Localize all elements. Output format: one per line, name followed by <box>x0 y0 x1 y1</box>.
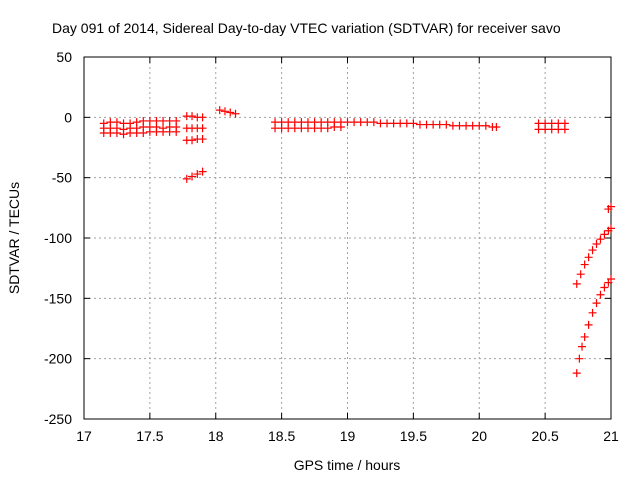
data-point <box>198 167 207 176</box>
data-point <box>409 119 418 128</box>
grid-lines <box>84 57 611 419</box>
data-point <box>182 174 191 183</box>
data-point <box>572 279 581 288</box>
data-point <box>215 106 224 115</box>
data-point <box>188 112 197 121</box>
data-point <box>139 129 148 138</box>
data-point <box>592 299 601 308</box>
data-point <box>578 342 587 351</box>
data-point <box>560 125 569 134</box>
data-point <box>198 113 207 122</box>
data-point <box>596 235 605 244</box>
data-point <box>575 354 584 363</box>
series-arc-13 <box>572 224 615 288</box>
data-point <box>198 135 207 144</box>
y-tick-label: -200 <box>44 351 72 367</box>
x-tick-label: 17 <box>76 428 92 444</box>
x-tick-label: 18.5 <box>268 428 295 444</box>
series-arc-3 <box>99 127 181 139</box>
data-point <box>231 109 240 118</box>
data-point <box>442 120 451 129</box>
data-point <box>172 127 181 136</box>
data-marks <box>99 106 615 378</box>
data-point <box>220 107 229 116</box>
data-point <box>607 275 615 284</box>
data-point <box>607 224 615 233</box>
data-point <box>588 308 597 317</box>
x-tick-label: 20 <box>471 428 487 444</box>
data-point <box>580 260 589 269</box>
series-arc-4 <box>182 112 207 122</box>
series-arc-5 <box>182 124 207 133</box>
data-point <box>580 332 589 341</box>
data-point <box>481 121 490 130</box>
data-point <box>600 283 609 292</box>
data-point <box>119 130 128 139</box>
series-arc-10 <box>271 122 345 133</box>
x-tick-label: 18 <box>208 428 224 444</box>
y-tick-label: -50 <box>52 170 72 186</box>
x-tick-label: 19.5 <box>400 428 427 444</box>
data-point <box>584 320 593 329</box>
data-point <box>576 270 585 279</box>
data-point <box>584 253 593 262</box>
y-tick-label: 50 <box>56 49 72 65</box>
x-tick-label: 19 <box>340 428 356 444</box>
data-point <box>193 170 202 179</box>
x-axis-label: GPS time / hours <box>294 457 401 473</box>
data-point <box>336 122 345 131</box>
x-tick-label: 21 <box>603 428 619 444</box>
data-point <box>596 290 605 299</box>
data-point <box>188 172 197 181</box>
data-point <box>369 118 378 127</box>
y-tick-label: 0 <box>64 109 72 125</box>
data-point <box>572 369 581 378</box>
chart-title: Day 091 of 2014, Sidereal Day-to-day VTE… <box>52 20 561 36</box>
series-arc-7 <box>182 167 207 183</box>
series-arc-14 <box>604 202 615 214</box>
axis-ticks: 17 17.5 18 18.5 19 19.5 20 20.5 21 -250 -200 -150 -1… <box>44 49 619 444</box>
series-arc-6 <box>182 135 207 145</box>
series-arc-15 <box>572 275 615 378</box>
y-tick-label: -250 <box>44 411 72 427</box>
y-tick-label: -100 <box>44 230 72 246</box>
data-point <box>592 240 601 249</box>
y-axis-label: SDTVAR / TECUs <box>6 182 22 294</box>
series-arc-8 <box>215 106 240 118</box>
data-point <box>600 230 609 239</box>
y-tick-label: -150 <box>44 290 72 306</box>
data-point <box>323 124 332 133</box>
data-point <box>188 136 197 145</box>
x-tick-label: 20.5 <box>532 428 559 444</box>
data-point <box>198 124 207 133</box>
series-arc-12 <box>534 125 569 134</box>
data-point <box>492 122 501 131</box>
data-point <box>226 108 235 117</box>
data-point <box>112 129 121 138</box>
data-point <box>588 246 597 255</box>
data-point <box>607 202 615 211</box>
x-tick-label: 17.5 <box>136 428 163 444</box>
